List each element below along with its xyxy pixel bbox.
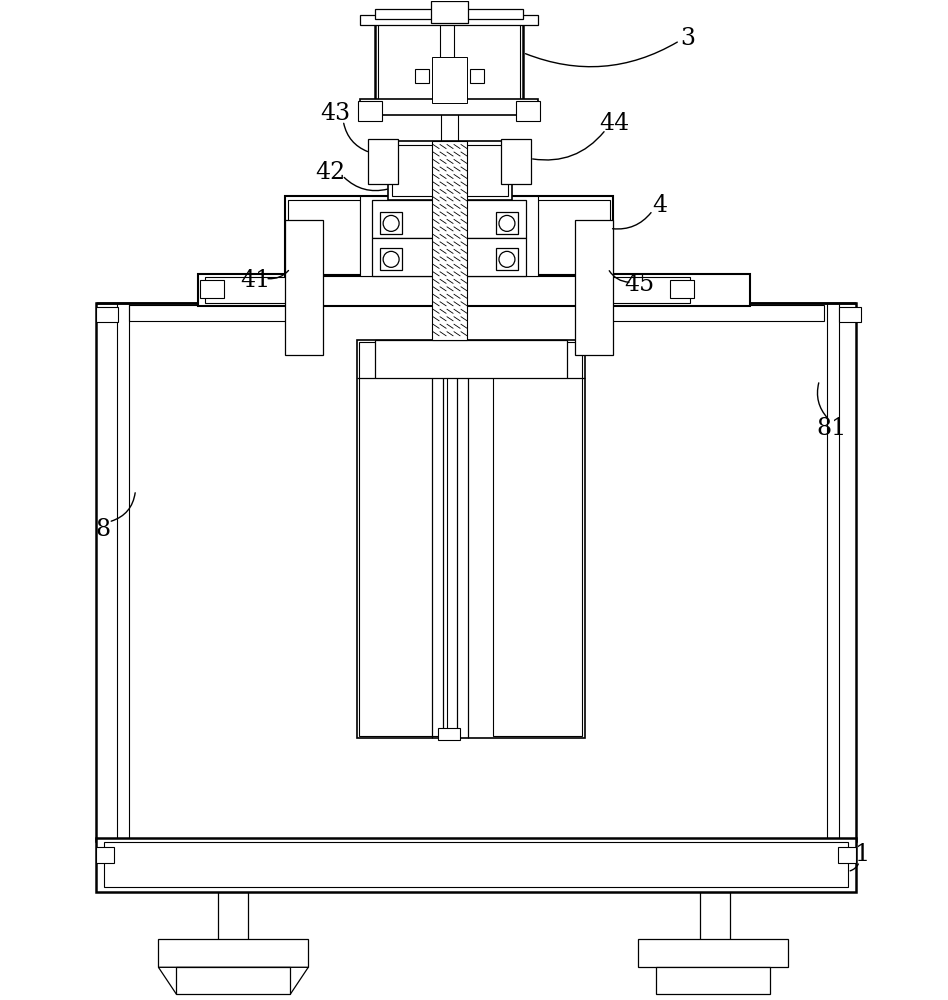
Bar — [380, 212, 402, 234]
Bar — [96, 838, 856, 892]
Bar — [285, 220, 323, 355]
Bar — [96, 847, 114, 863]
Bar — [373, 238, 526, 276]
Text: 44: 44 — [600, 112, 629, 135]
Bar — [700, 892, 730, 944]
Bar — [378, 23, 440, 101]
Bar — [456, 145, 508, 196]
Bar — [198, 274, 750, 306]
Bar — [103, 842, 848, 887]
Bar — [438, 728, 460, 740]
Bar — [176, 967, 290, 994]
Text: 81: 81 — [816, 417, 847, 440]
Bar — [454, 23, 520, 101]
Bar — [432, 57, 467, 103]
Bar — [206, 277, 318, 303]
Bar — [669, 280, 694, 298]
Bar — [501, 139, 531, 184]
Bar — [574, 220, 612, 355]
Bar — [200, 280, 225, 298]
Bar — [392, 145, 442, 196]
Bar — [516, 101, 540, 121]
Bar — [360, 15, 538, 25]
Text: 8: 8 — [95, 518, 110, 541]
Bar — [496, 212, 518, 234]
Bar — [359, 342, 447, 736]
Bar — [454, 23, 520, 101]
Bar — [638, 939, 788, 967]
Text: 43: 43 — [320, 102, 350, 125]
Bar — [359, 342, 447, 736]
Bar — [415, 69, 429, 83]
Bar — [392, 145, 442, 196]
Bar — [212, 568, 245, 840]
Bar — [129, 305, 290, 321]
Bar — [158, 939, 308, 967]
Text: 1: 1 — [854, 843, 869, 866]
Bar — [600, 305, 825, 321]
Bar — [456, 145, 508, 196]
Bar — [360, 196, 538, 276]
Text: 42: 42 — [315, 161, 345, 184]
Bar — [288, 200, 360, 274]
Text: 3: 3 — [680, 27, 695, 50]
Bar — [470, 69, 484, 83]
Bar — [96, 303, 856, 841]
Polygon shape — [158, 967, 308, 994]
Bar — [375, 340, 567, 378]
Bar — [538, 200, 610, 274]
Bar — [378, 23, 440, 101]
Bar — [380, 248, 402, 270]
Bar — [206, 277, 318, 303]
Text: 4: 4 — [652, 194, 667, 217]
Bar — [493, 342, 582, 736]
Bar — [96, 307, 118, 322]
Bar — [840, 307, 862, 322]
Text: 45: 45 — [625, 273, 655, 296]
Bar — [375, 9, 523, 19]
Bar — [600, 305, 825, 321]
Bar — [288, 200, 360, 274]
Bar — [493, 342, 582, 736]
Bar — [285, 196, 612, 276]
Text: 41: 41 — [240, 269, 270, 292]
Bar — [538, 200, 610, 274]
Bar — [388, 141, 512, 200]
Bar — [368, 139, 398, 184]
Bar — [357, 340, 585, 738]
Bar — [578, 277, 690, 303]
Bar — [431, 1, 468, 23]
Bar — [218, 892, 248, 944]
Bar — [375, 21, 523, 103]
Bar — [358, 101, 382, 121]
Bar — [129, 305, 290, 321]
Bar — [578, 277, 690, 303]
Bar — [360, 99, 538, 115]
Bar — [838, 847, 856, 863]
Bar — [103, 842, 848, 887]
Bar — [432, 141, 467, 340]
Bar — [496, 248, 518, 270]
Bar — [656, 967, 770, 994]
Bar — [373, 200, 526, 238]
Bar — [705, 568, 738, 840]
